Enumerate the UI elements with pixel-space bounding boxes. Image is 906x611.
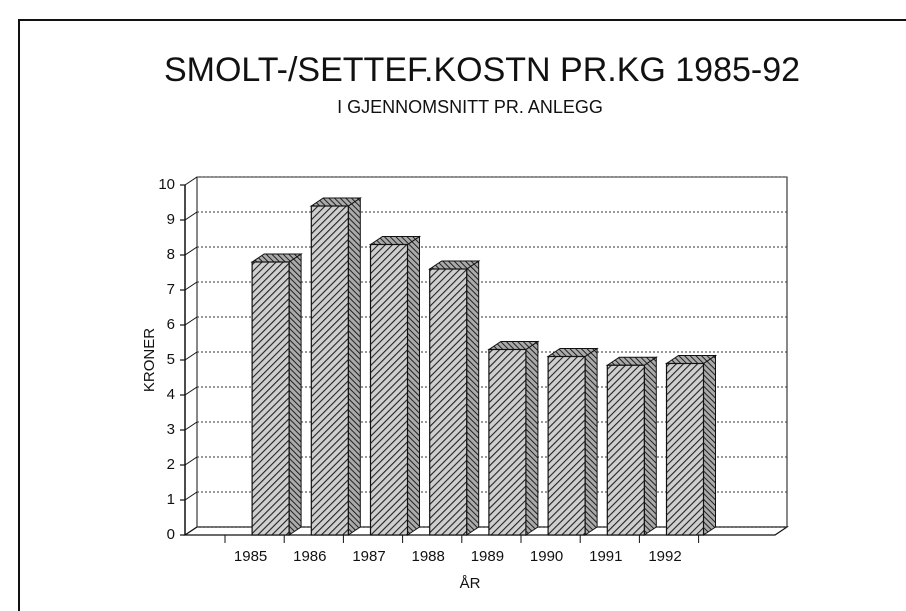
bar-side: [703, 354, 716, 536]
y-tick-label: 8: [167, 246, 175, 263]
bar-front: [606, 364, 645, 536]
bar: [428, 260, 481, 536]
y-tick-label: 7: [167, 281, 175, 298]
bar: [309, 197, 362, 536]
wall-edge: [184, 421, 198, 431]
wall-edge: [184, 491, 198, 501]
y-tick-label: 0: [167, 526, 175, 543]
bar-side: [525, 340, 539, 536]
x-tick-label: 1990: [530, 548, 563, 565]
bar-side: [288, 253, 302, 536]
bar-front: [251, 261, 290, 536]
x-axis-label: ÅR: [460, 575, 481, 592]
y-tick-label: 10: [158, 176, 175, 193]
y-axis-label: KRONER: [141, 328, 158, 392]
wall-edge: [184, 526, 198, 536]
bar-side: [643, 356, 657, 536]
wall-edge: [184, 351, 198, 361]
y-tick-label: 3: [167, 421, 175, 438]
wall-edge: [184, 211, 198, 221]
bar-front: [488, 348, 527, 536]
bar-side: [584, 347, 598, 536]
bar-front: [547, 355, 586, 536]
bar: [664, 354, 718, 536]
bar-front: [429, 268, 468, 536]
wall-edge: [184, 246, 198, 256]
y-tick-label: 6: [167, 316, 175, 333]
bar-side: [407, 235, 420, 536]
wall-edge: [184, 456, 198, 466]
bar-side: [466, 260, 480, 536]
wall-edge: [184, 281, 198, 291]
wall-edge: [184, 176, 198, 186]
bar-front: [310, 205, 349, 536]
bar-side: [347, 197, 361, 536]
chart-subtitle: I GJENNOMSNITT PR. ANLEGG: [337, 97, 603, 117]
y-tick-label: 1: [167, 491, 175, 508]
bar: [487, 340, 540, 536]
bar: [368, 235, 422, 536]
x-tick-label: 1985: [234, 548, 267, 565]
x-tick-label: 1991: [589, 548, 622, 565]
y-tick-label: 2: [167, 456, 175, 473]
x-tick-label: 1988: [412, 548, 445, 565]
bar-front: [665, 362, 705, 536]
y-tick-label: 9: [167, 211, 175, 228]
bar-front: [369, 243, 409, 536]
bar: [546, 347, 599, 536]
x-tick-label: 1992: [648, 548, 681, 565]
bar: [605, 356, 658, 536]
y-tick-label: 4: [167, 386, 175, 403]
x-tick-label: 1989: [471, 548, 504, 565]
wall-edge: [184, 386, 198, 396]
y-tick-label: 5: [167, 351, 175, 368]
x-tick-label: 1986: [293, 548, 326, 565]
x-tick-label: 1987: [352, 548, 385, 565]
bar: [250, 253, 303, 536]
wall-edge: [184, 316, 198, 326]
chart-title: SMOLT-/SETTEF.KOSTN PR.KG 1985-92: [164, 51, 800, 89]
